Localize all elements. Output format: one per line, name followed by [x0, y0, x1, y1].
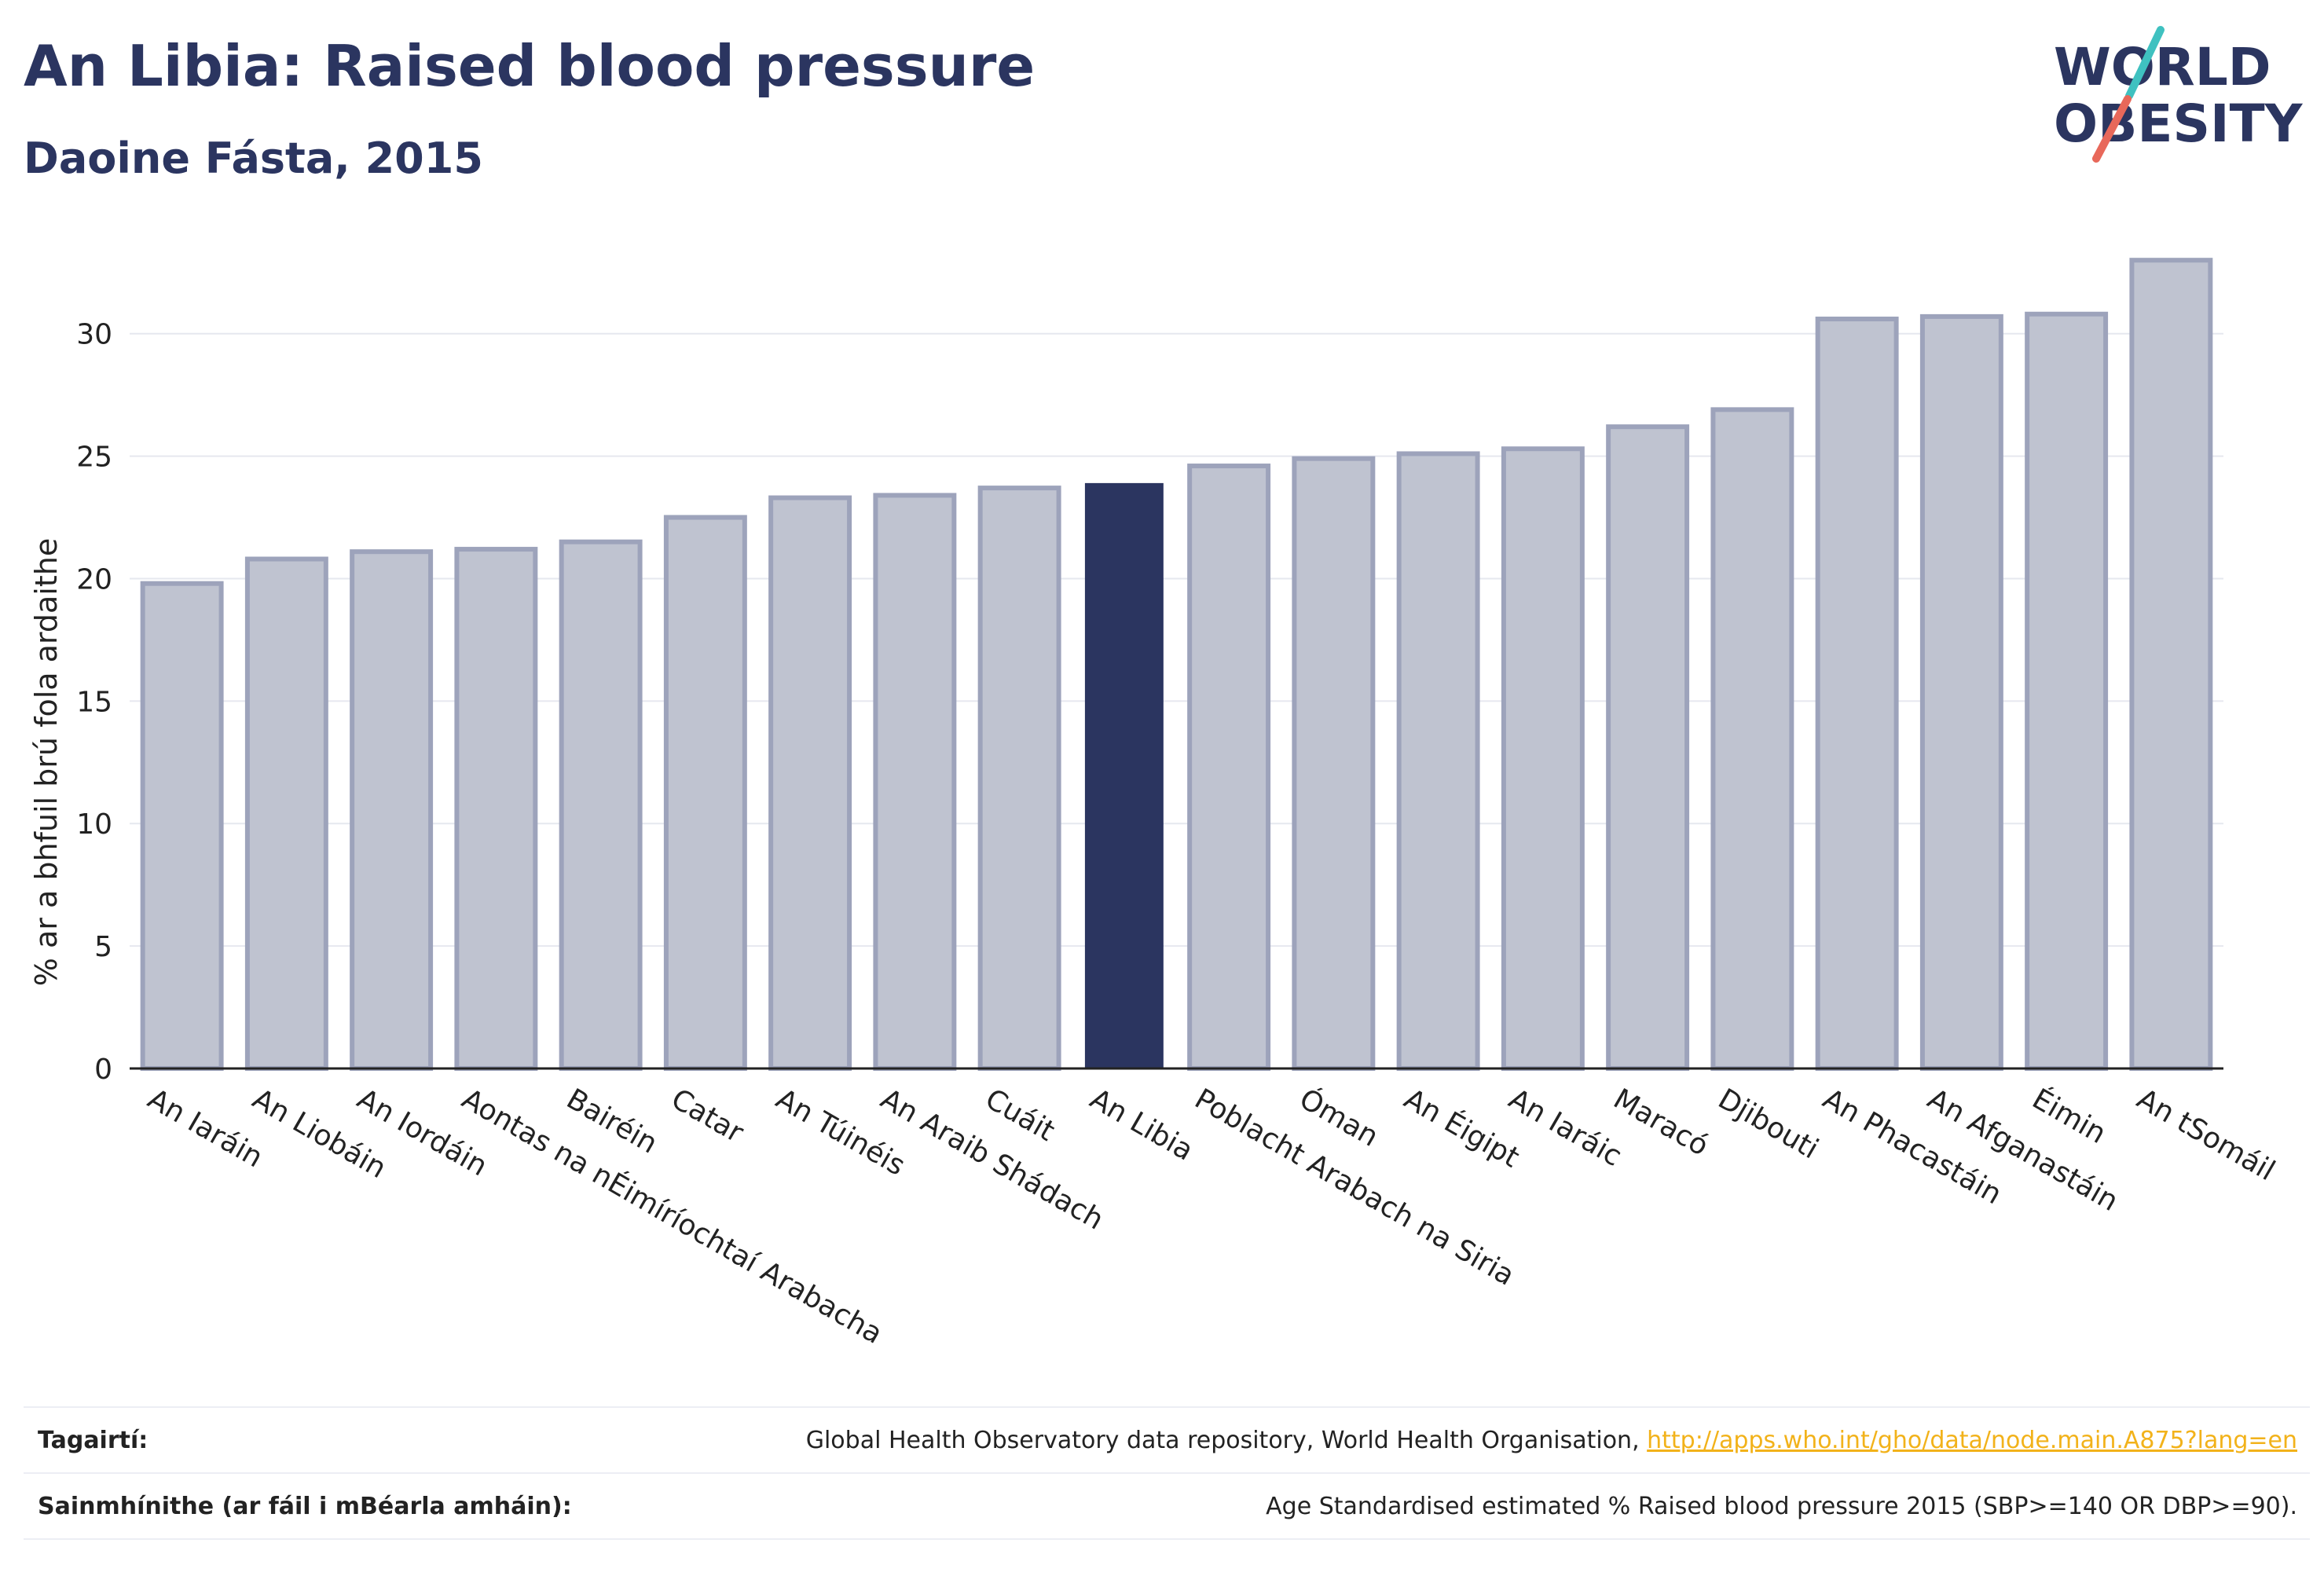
bar	[1187, 464, 1271, 1071]
references-link[interactable]: http://apps.who.int/gho/data/node.main.A…	[1647, 1426, 2297, 1454]
chart-subtitle: Daoine Fásta, 2015	[24, 134, 483, 183]
definitions-label: Sainmhínithe (ar fáil i mBéarla amháin):	[38, 1492, 572, 1520]
bar	[768, 495, 852, 1071]
bars	[140, 258, 2213, 1072]
y-tick-label: 15	[76, 686, 112, 718]
x-tick-label: An Libia	[1084, 1083, 1198, 1167]
world-obesity-logo: WORLD OBESITY	[2054, 26, 2304, 163]
references-label: Tagairtí:	[38, 1426, 148, 1454]
bar-highlight	[1084, 482, 1164, 1068]
y-tick-label: 0	[94, 1054, 112, 1086]
definitions-row: Sainmhínithe (ar fáil i mBéarla amháin):…	[24, 1472, 2310, 1538]
x-tick-label: Maracó	[1608, 1083, 1714, 1162]
bar	[2025, 311, 2109, 1071]
bar	[1396, 451, 1480, 1071]
bar	[454, 547, 538, 1071]
y-axis-label: % ar a bhfuil brú fola ardaithe	[29, 538, 64, 986]
references-text: Global Health Observatory data repositor…	[805, 1426, 1648, 1454]
y-tick-label: 25	[76, 442, 112, 474]
footer-divider	[24, 1538, 2310, 1540]
bar	[663, 515, 747, 1071]
references-value: Global Health Observatory data repositor…	[806, 1427, 2310, 1454]
x-tick-label: Cuáit	[980, 1083, 1060, 1148]
y-tick-label: 5	[94, 931, 112, 963]
bar	[1919, 313, 2003, 1072]
bar	[1815, 317, 1899, 1071]
x-tick-label: An Phacastáin	[1817, 1083, 2007, 1211]
x-tick-label: An Iaráin	[142, 1083, 268, 1174]
logo-line1: WORLD	[2054, 37, 2271, 97]
bar	[350, 549, 434, 1071]
x-tick-label: Djibouti	[1713, 1083, 1824, 1165]
logo-slash-teal	[2125, 26, 2165, 100]
x-tick-label: An tSomáil	[2132, 1083, 2280, 1187]
bar	[873, 493, 957, 1071]
x-tick-label: Éimin	[2027, 1082, 2112, 1150]
x-tick-label: An Iaráic	[1503, 1083, 1627, 1173]
x-tick-label: An Afganastáin	[1922, 1083, 2123, 1218]
chart-title: An Libia: Raised blood pressure	[24, 33, 1036, 99]
bar	[140, 581, 224, 1071]
bar	[977, 486, 1061, 1071]
x-tick-label: Catar	[665, 1083, 749, 1149]
y-tick-label: 30	[76, 319, 112, 351]
grid-lines	[130, 332, 2223, 947]
x-tick-label: An Éigipt	[1398, 1082, 1525, 1174]
bar	[244, 556, 328, 1071]
bar	[1501, 446, 1585, 1071]
bar	[559, 539, 643, 1071]
bar	[1606, 424, 1690, 1071]
bar	[2129, 258, 2213, 1071]
references-row: Tagairtí: Global Health Observatory data…	[24, 1406, 2310, 1472]
bar	[1292, 456, 1376, 1071]
y-tick-label: 10	[76, 808, 112, 841]
y-tick-label: 20	[76, 563, 112, 596]
logo-line2: OBESITY	[2054, 93, 2304, 154]
logo-slash-red	[2092, 95, 2132, 163]
y-tick-labels: 0 5 10 15 20 25 30	[76, 319, 112, 1086]
definitions-value: Age Standardised estimated % Raised bloo…	[1266, 1492, 2297, 1520]
bar	[1710, 407, 1794, 1071]
